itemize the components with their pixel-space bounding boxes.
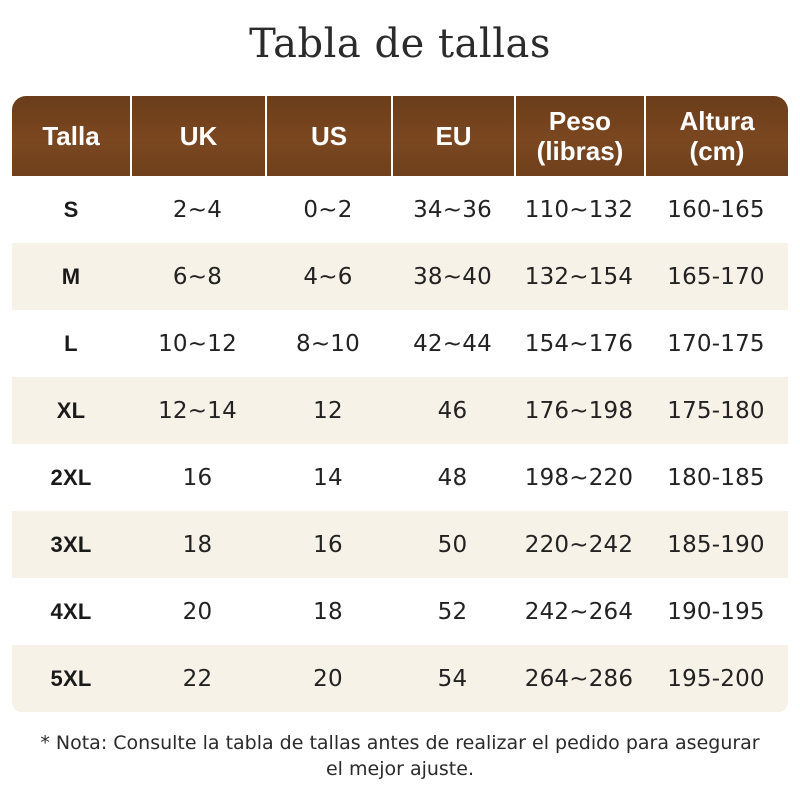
cell-uk: 6~8 [172,263,223,290]
cell-eu: 54 [437,665,468,692]
cell-eu: 34~36 [413,196,492,223]
cell-us: 14 [313,464,343,491]
header-uk-label: UK [179,121,218,151]
cell-height: 190-195 [667,598,765,625]
cell-weight: 110~132 [524,196,634,223]
cell-eu: 38~40 [413,263,492,290]
cell-us: 20 [313,665,343,692]
cell-weight: 154~176 [524,330,634,357]
cell-weight: 242~264 [524,598,634,625]
cell-uk: 20 [182,598,213,625]
table-row: XL 12~14 12 46 176~198 175-180 [12,377,788,444]
cell-height: 195-200 [667,665,765,692]
cell-uk: 22 [182,665,213,692]
table-row: S 2~4 0~2 34~36 110~132 160-165 [12,176,788,243]
table-row: 4XL 20 18 52 242~264 190-195 [12,578,788,645]
header-eu-label: EU [435,121,472,151]
cell-weight: 264~286 [524,665,634,692]
cell-uk: 2~4 [172,196,223,223]
cell-size: XL [56,397,86,423]
cell-eu: 50 [437,531,468,558]
cell-weight: 132~154 [524,263,634,290]
cell-height: 160-165 [667,196,765,223]
header-height: Altura (cm) [644,96,788,176]
cell-eu: 52 [437,598,468,625]
cell-us: 16 [313,531,343,558]
cell-size: 5XL [50,665,92,691]
header-us: US [265,96,391,176]
table-row: 2XL 16 14 48 198~220 180-185 [12,444,788,511]
cell-size: 4XL [50,598,92,624]
header-us-label: US [310,121,348,151]
cell-us: 12 [313,397,343,424]
table-row: 3XL 18 16 50 220~242 185-190 [12,511,788,578]
cell-eu: 46 [437,397,468,424]
cell-uk: 10~12 [158,330,237,357]
cell-height: 185-190 [667,531,765,558]
cell-uk: 16 [182,464,213,491]
cell-uk: 12~14 [158,397,237,424]
cell-us: 8~10 [296,330,360,357]
cell-weight: 198~220 [524,464,634,491]
cell-size: M [61,263,81,289]
cell-height: 170-175 [667,330,765,357]
table-row: M 6~8 4~6 38~40 132~154 165-170 [12,243,788,310]
cell-weight: 220~242 [524,531,634,558]
cell-size: 2XL [50,464,92,490]
header-size: Talla [12,96,130,176]
cell-height: 175-180 [667,397,765,424]
cell-eu: 48 [437,464,468,491]
table-row: 5XL 22 20 54 264~286 195-200 [12,645,788,712]
cell-uk: 18 [182,531,213,558]
table-row: L 10~12 8~10 42~44 154~176 170-175 [12,310,788,377]
cell-size: 3XL [50,531,92,557]
cell-height: 165-170 [667,263,765,290]
table-header: Talla UK US EU Peso (libras) Altura (cm) [12,96,788,176]
cell-us: 0~2 [303,196,353,223]
page-title: Tabla de tallas [249,21,551,67]
cell-weight: 176~198 [524,397,634,424]
header-size-label: Talla [42,121,100,151]
cell-us: 18 [313,598,343,625]
footnote: * Nota: Consulte la tabla de tallas ante… [40,732,760,780]
cell-us: 4~6 [303,263,353,290]
header-weight-label: Peso (libras) [536,106,624,166]
header-eu: EU [391,96,514,176]
cell-size: L [64,330,78,356]
cell-size: S [63,196,79,222]
header-height-label: Altura (cm) [679,106,755,166]
cell-height: 180-185 [667,464,765,491]
header-weight: Peso (libras) [514,96,644,176]
header-uk: UK [130,96,265,176]
cell-eu: 42~44 [413,330,492,357]
size-table: Talla UK US EU Peso (libras) Altura (cm)… [12,96,788,712]
